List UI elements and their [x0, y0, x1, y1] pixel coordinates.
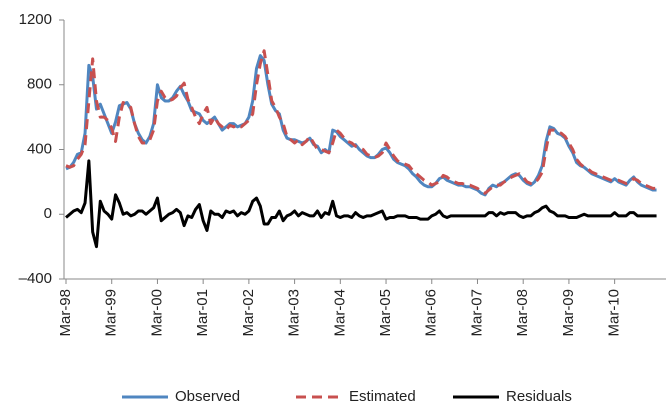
series-line [65, 54, 657, 197]
x-tick-label: Mar-98 [57, 289, 74, 337]
x-tick-label: Mar-09 [560, 289, 577, 337]
legend-label: Residuals [506, 388, 572, 405]
x-tick-label: Mar-04 [331, 289, 348, 337]
y-tick-label: 0 [44, 205, 52, 222]
series-line [65, 159, 657, 249]
x-tick-label: Mar-08 [514, 289, 531, 337]
legend-label: Estimated [349, 388, 416, 405]
series-line [65, 49, 657, 195]
y-tick-label: 400 [27, 140, 52, 157]
x-tick-label: Mar-03 [286, 289, 303, 337]
legend-label: Observed [175, 388, 240, 405]
x-tick-label: Mar-10 [606, 289, 623, 337]
x-tick-label: Mar-05 [377, 289, 394, 337]
x-tick-label: Mar-07 [468, 289, 485, 337]
x-tick-label: Mar-01 [194, 289, 211, 337]
x-tick-label: Mar-02 [240, 289, 257, 337]
y-tick-label: 1200 [19, 11, 52, 28]
y-tick-label: 800 [27, 76, 52, 93]
x-tick-label: Mar-99 [103, 289, 120, 337]
y-tick-label: –400 [19, 270, 52, 287]
x-tick-label: Mar-06 [423, 289, 440, 337]
x-tick-label: Mar-00 [148, 289, 165, 337]
